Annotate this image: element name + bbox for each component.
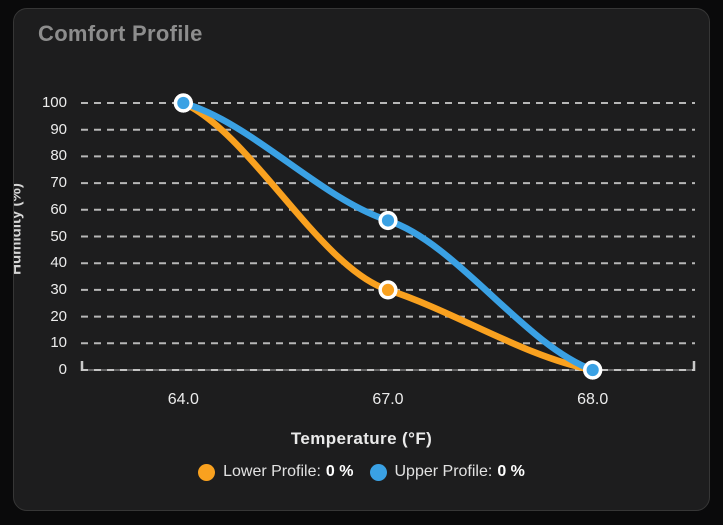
point-marker xyxy=(381,283,395,296)
legend-value: 0 % xyxy=(325,463,354,480)
chart-area: Humidity (%) Temperature (°F) Lower Prof… xyxy=(14,9,709,510)
y-tick-label: 70 xyxy=(50,174,67,192)
y-tick-label: 20 xyxy=(50,307,67,325)
x-tick-label: 67.0 xyxy=(372,391,404,408)
y-tick-label: 100 xyxy=(41,94,67,111)
x-tick-label: 64.0 xyxy=(167,391,199,408)
legend-item-lower-profile[interactable]: Lower Profile: 0 % xyxy=(198,463,354,481)
comfort-profile-card: Comfort Profile Humidity (%) Temperature… xyxy=(13,8,710,511)
y-tick-label: 90 xyxy=(50,120,67,138)
point-marker xyxy=(381,214,395,227)
chart-legend: Lower Profile: 0 % Upper Profile: 0 % xyxy=(14,461,709,483)
legend-item-upper-profile[interactable]: Upper Profile: 0 % xyxy=(369,463,525,481)
legend-value: 0 % xyxy=(497,463,525,480)
chart-title: Comfort Profile xyxy=(38,21,203,46)
y-tick-label: 60 xyxy=(50,200,67,218)
legend-swatch xyxy=(369,463,387,481)
point-marker xyxy=(586,363,599,377)
upper-profile-line xyxy=(180,99,596,374)
legend-label: Lower Profile: xyxy=(223,463,321,480)
y-tick-label: 0 xyxy=(58,361,67,378)
legend-swatch xyxy=(198,463,216,481)
legend-label: Upper Profile: xyxy=(394,463,493,480)
y-tick-label: 30 xyxy=(50,280,67,298)
y-tick-label: 10 xyxy=(50,334,67,352)
y-tick-label: 50 xyxy=(50,227,67,245)
y-tick-label: 40 xyxy=(50,254,67,272)
x-axis-title: Temperature (°F) xyxy=(290,429,433,448)
x-tick-label: 68.0 xyxy=(577,391,609,408)
point-marker xyxy=(177,96,190,110)
line-chart[interactable] xyxy=(14,9,709,510)
y-tick-label: 80 xyxy=(50,147,67,165)
